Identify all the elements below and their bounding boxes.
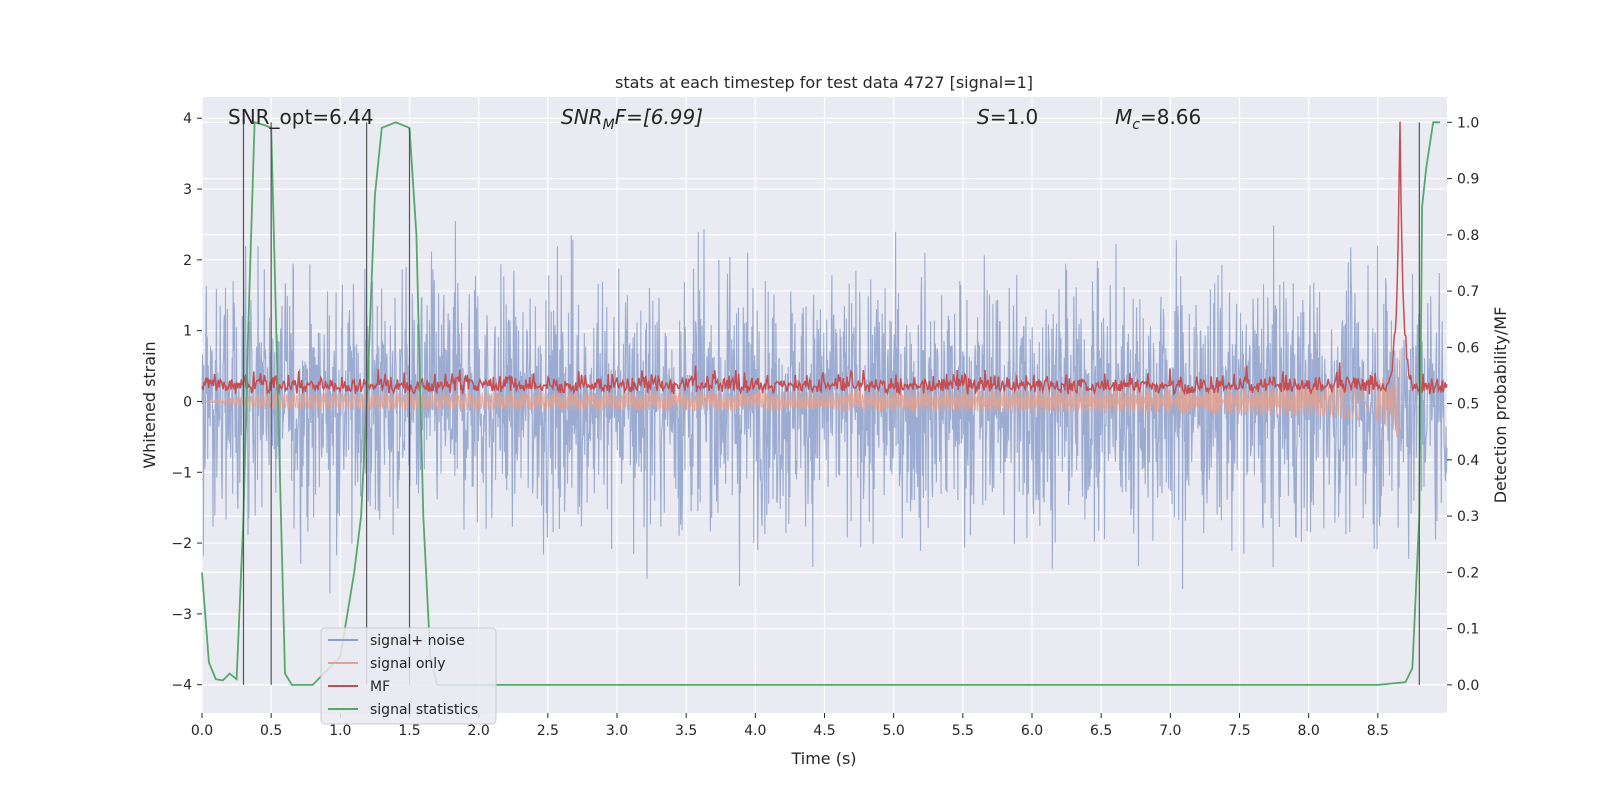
legend: signal+ noise signal only MF signal stat… (320, 627, 497, 725)
y-left-tick-label: −1 (171, 465, 192, 481)
x-tick-label: 0.0 (191, 723, 213, 739)
x-tick-label: 5.0 (883, 723, 905, 739)
series-signal-only (202, 349, 1401, 438)
legend-label-mf: MF (370, 679, 390, 695)
x-tick-label: 2.5 (537, 723, 559, 739)
x-tick-label: 7.0 (1159, 723, 1181, 739)
x-tick-label: 1.0 (329, 723, 351, 739)
y-axis-label-left: Whitened strain (140, 341, 159, 468)
x-axis-label: Time (s) (790, 749, 856, 768)
y-right-tick-label: 0.7 (1457, 284, 1479, 300)
y-left-tick-label: −2 (171, 536, 192, 552)
legend-box (320, 627, 497, 725)
legend-label-signal-only: signal only (370, 656, 445, 672)
y-right-tick-label: 0.8 (1457, 228, 1479, 244)
y-left-tick-label: 2 (183, 253, 192, 269)
annotation-mc: Mc=8.66 (1115, 105, 1201, 133)
y-left-tick-label: 1 (183, 324, 192, 340)
y-left-tick-label: −3 (171, 607, 192, 623)
legend-label-signal-noise: signal+ noise (370, 633, 465, 649)
y-left-tick-label: 4 (183, 111, 192, 127)
series-layer (201, 121, 1448, 686)
y-right-tick-label: 1.0 (1457, 115, 1479, 131)
x-tick-label: 3.0 (606, 723, 628, 739)
y-right-tick-label: 0.5 (1457, 397, 1479, 413)
y-left-tick-label: 3 (183, 182, 192, 198)
x-tick-label: 0.5 (260, 723, 282, 739)
chart-title: stats at each timestep for test data 472… (615, 73, 1033, 92)
annotation-snr-mf: SNRMF=[6.99] (561, 105, 703, 133)
x-tick-label: 8.5 (1367, 723, 1389, 739)
x-tick-label: 6.0 (1021, 723, 1043, 739)
series-signal-statistics (201, 121, 1441, 686)
tick-labels: 0.0 0.5 1.0 1.5 2.0 2.5 3.0 3.5 4.0 4.5 5.0 5.5 6.0 6… (171, 111, 1479, 739)
x-tick-label: 8.0 (1298, 723, 1320, 739)
x-tick-label: 6.5 (1090, 723, 1112, 739)
x-tick-label: 5.5 (952, 723, 974, 739)
y-right-tick-label: 0.4 (1457, 453, 1479, 469)
y-left-tick-label: −4 (171, 678, 192, 694)
x-tick-label: 7.5 (1228, 723, 1250, 739)
x-tick-label: 3.5 (675, 723, 697, 739)
y-right-tick-label: 0.6 (1457, 340, 1479, 356)
y-right-tick-label: 0.0 (1457, 678, 1479, 694)
y-right-tick-label: 0.3 (1457, 509, 1479, 525)
x-tick-label: 2.0 (468, 723, 490, 739)
x-tick-label: 4.0 (744, 723, 766, 739)
y-right-tick-label: 0.9 (1457, 172, 1479, 188)
y-right-tick-label: 0.1 (1457, 622, 1479, 638)
legend-label-signal-statistics: signal statistics (370, 702, 478, 718)
y-left-tick-label: 0 (183, 394, 192, 410)
x-tick-label: 4.5 (813, 723, 835, 739)
annotation-snr-opt: SNR_opt=6.44 (228, 105, 374, 129)
annotation-s: S=1.0 (977, 105, 1038, 129)
y-right-tick-label: 0.2 (1457, 565, 1479, 581)
x-tick-label: 1.5 (398, 723, 420, 739)
y-axis-label-right: Detection probability/MF (1491, 307, 1510, 504)
